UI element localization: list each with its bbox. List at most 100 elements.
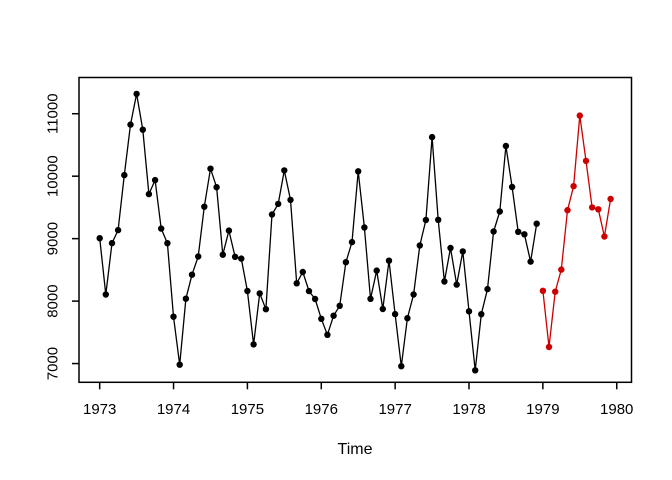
data-point-observed <box>102 291 110 298</box>
data-point-forecast-1979 <box>545 343 553 351</box>
x-tick-label: 1977 <box>378 401 411 418</box>
data-point-observed <box>133 90 140 98</box>
data-point-observed <box>391 310 399 318</box>
x-tick-label: 1979 <box>526 401 559 418</box>
data-point-observed <box>188 271 196 278</box>
y-tick-label: 8000 <box>45 284 62 317</box>
data-point-observed <box>262 306 270 313</box>
data-point-forecast-1979 <box>539 287 547 294</box>
data-point-observed <box>435 216 442 223</box>
data-point-observed <box>324 331 331 338</box>
data-point-observed <box>484 285 491 293</box>
data-point-observed <box>164 240 171 247</box>
x-tick-label: 1973 <box>83 401 116 418</box>
data-point-forecast-1979 <box>564 207 571 214</box>
data-point-observed <box>398 363 405 370</box>
data-point-observed <box>121 171 128 179</box>
data-point-observed <box>244 287 251 295</box>
data-point-observed <box>195 253 202 260</box>
data-point-observed <box>139 126 146 133</box>
data-point-observed <box>428 133 436 141</box>
y-axis: 7000 8000 9000 10000 11000 <box>45 93 79 380</box>
x-axis-title: Time <box>338 441 373 458</box>
data-point-observed <box>268 211 276 218</box>
data-point-observed <box>508 183 516 191</box>
data-point-observed <box>145 190 153 198</box>
x-tick-label: 1980 <box>600 401 633 418</box>
series-layer <box>96 90 614 374</box>
data-point-forecast-1979 <box>558 266 565 273</box>
data-point-observed <box>496 208 503 215</box>
data-point-observed <box>305 287 313 295</box>
y-tick-label: 9000 <box>45 222 62 255</box>
data-point-observed <box>201 203 208 210</box>
x-tick-label: 1978 <box>452 401 485 418</box>
data-point-observed <box>318 315 325 322</box>
data-point-observed <box>151 176 159 184</box>
y-tick-label: 7000 <box>45 347 62 380</box>
data-point-observed <box>367 295 374 302</box>
data-point-observed <box>472 367 479 374</box>
data-point-observed <box>96 235 103 242</box>
data-point-observed <box>114 226 122 234</box>
data-point-observed <box>336 302 343 309</box>
data-point-forecast-1979 <box>595 206 602 213</box>
data-point-observed <box>502 142 510 150</box>
data-point-observed <box>373 267 380 274</box>
data-point-observed <box>385 257 393 264</box>
data-point-observed <box>127 121 134 128</box>
data-point-observed <box>207 165 214 172</box>
x-tick-label: 1975 <box>231 401 264 418</box>
data-point-observed <box>348 238 356 246</box>
data-point-observed <box>361 224 368 231</box>
y-tick-label: 11000 <box>45 93 62 134</box>
data-point-observed <box>108 239 116 247</box>
data-point-forecast-1979 <box>570 183 577 190</box>
data-point-observed <box>355 168 362 175</box>
plot-box <box>78 76 633 384</box>
data-point-observed <box>250 341 257 348</box>
data-point-forecast-1979 <box>601 233 608 240</box>
data-point-observed <box>422 216 430 224</box>
data-point-observed <box>158 225 165 232</box>
data-point-observed <box>342 259 350 266</box>
series-line-forecast-1979 <box>542 114 612 348</box>
data-point-observed <box>379 305 386 313</box>
data-point-observed <box>225 227 233 234</box>
data-point-observed <box>170 313 177 320</box>
x-tick-label: 1976 <box>305 401 338 418</box>
data-point-observed <box>404 315 411 322</box>
data-point-observed <box>478 311 485 318</box>
data-point-observed <box>515 228 522 235</box>
data-point-observed <box>311 295 319 303</box>
data-point-observed <box>490 228 497 235</box>
data-point-observed <box>521 231 528 238</box>
y-tick-label: 10000 <box>45 155 62 197</box>
data-point-observed <box>182 295 190 302</box>
data-point-observed <box>281 167 288 174</box>
data-point-observed <box>459 248 466 255</box>
data-point-observed <box>533 220 540 227</box>
data-point-forecast-1979 <box>588 204 596 211</box>
data-point-observed <box>219 251 226 258</box>
data-point-observed <box>527 258 534 265</box>
series-line-observed <box>99 93 538 371</box>
x-axis: 1973 1974 1975 1976 1977 1978 1979 1980 <box>83 382 633 418</box>
data-point-observed <box>256 290 263 297</box>
data-point-observed <box>293 280 300 287</box>
data-point-observed <box>299 268 306 276</box>
data-point-observed <box>213 184 220 191</box>
data-point-observed <box>453 281 460 288</box>
data-point-observed <box>231 253 239 260</box>
data-point-observed <box>238 255 245 262</box>
data-point-observed <box>416 242 423 249</box>
data-point-observed <box>330 312 337 319</box>
data-point-forecast-1979 <box>552 288 559 295</box>
data-point-forecast-1979 <box>576 112 583 119</box>
data-point-observed <box>441 278 448 285</box>
plot-border <box>78 76 633 384</box>
data-point-observed <box>447 244 454 252</box>
data-point-observed <box>287 196 294 204</box>
